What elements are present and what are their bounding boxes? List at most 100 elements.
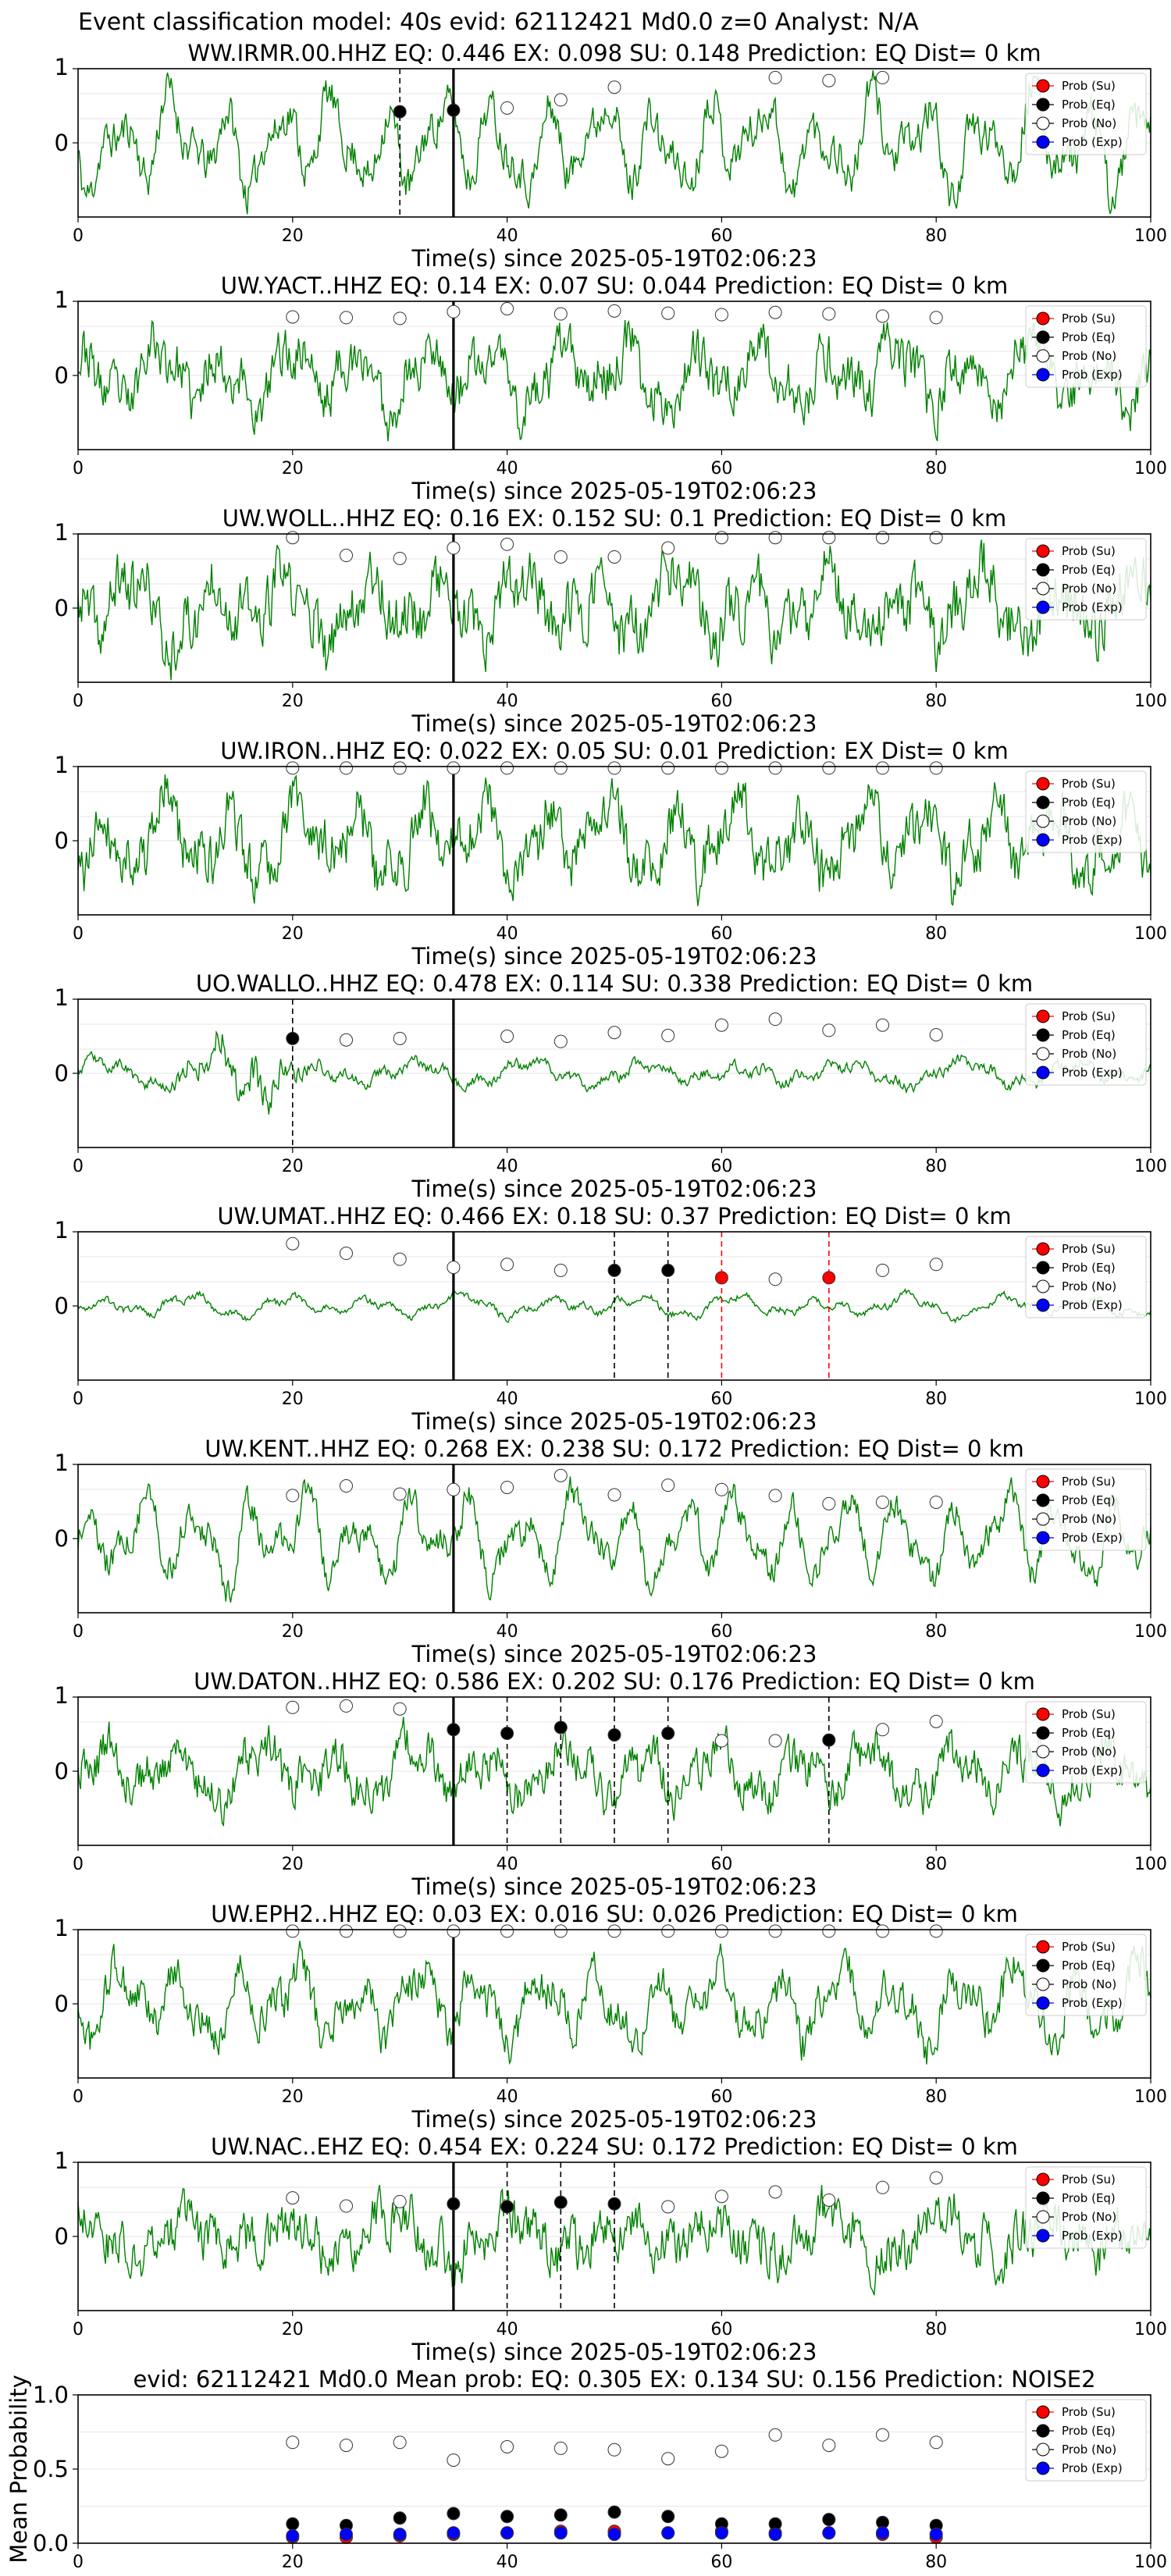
legend: Prob (Su) Prob (Eq) Prob (No) Prob (Exp): [1025, 538, 1147, 621]
probability-marker: [553, 550, 568, 564]
x-tick-label: 100: [1134, 924, 1167, 944]
probability-marker: [607, 1263, 621, 1277]
probability-marker: [876, 531, 889, 545]
x-tick-label: 0: [73, 226, 84, 246]
probability-marker: [500, 1258, 514, 1272]
y-tick-label: 0: [55, 362, 69, 389]
mean-probability-marker: [876, 2428, 889, 2442]
probability-marker: [607, 761, 621, 775]
station-panel: UW.UMAT..HHZ EQ: 0.466 EX: 0.18 SU: 0.37…: [55, 1203, 1167, 1435]
x-tick-label: 40: [497, 2087, 518, 2107]
probability-marker: [286, 1031, 300, 1045]
legend-marker: [1036, 582, 1050, 596]
legend-marker: [1036, 1493, 1050, 1507]
legend-label: Prob (Exp): [1062, 1298, 1123, 1312]
legend-label: Prob (Eq): [1062, 330, 1116, 344]
mean-probability-marker: [607, 2528, 621, 2542]
legend-label: Prob (No): [1062, 2210, 1116, 2224]
probability-marker: [340, 1699, 353, 1713]
x-tick-label: 20: [282, 692, 304, 711]
probability-marker: [876, 1495, 889, 1509]
legend-label: Prob (No): [1062, 2443, 1116, 2457]
legend-label: Prob (Exp): [1062, 1996, 1123, 2010]
probability-marker: [500, 2200, 514, 2214]
y-tick-label: 0: [55, 1758, 69, 1784]
legend-marker: [1036, 330, 1050, 344]
legend-label: Prob (Su): [1062, 1475, 1116, 1489]
station-panel: UW.DATON..HHZ EQ: 0.586 EX: 0.202 SU: 0.…: [55, 1668, 1167, 1900]
legend-marker: [1036, 1475, 1050, 1489]
mean-probability-marker: [714, 2526, 728, 2540]
x-tick-label: 40: [497, 2320, 518, 2339]
legend-frame: [1025, 73, 1147, 155]
mean-probability-marker: [500, 2510, 514, 2524]
legend-marker: [1036, 1298, 1050, 1312]
x-tick-label: 80: [925, 2087, 947, 2107]
x-tick-label: 80: [925, 1855, 947, 1874]
probability-marker: [553, 1034, 568, 1048]
legend-label: Prob (No): [1062, 1745, 1116, 1759]
legend-marker: [1036, 1763, 1050, 1777]
x-tick-label: 100: [1134, 692, 1167, 711]
legend-frame: [1025, 2166, 1147, 2249]
panel-title: UW.IRON..HHZ EQ: 0.022 EX: 0.05 SU: 0.01…: [220, 738, 1008, 764]
probability-marker: [822, 1023, 836, 1037]
waveform-trace: [77, 69, 1151, 215]
mean-probability-marker: [340, 2439, 353, 2453]
legend-label: Prob (Eq): [1062, 98, 1116, 112]
legend-label: Prob (Exp): [1062, 368, 1123, 382]
mean-probability-marker: [929, 2435, 943, 2450]
legend-marker: [1036, 563, 1050, 577]
legend-marker: [1036, 1531, 1050, 1545]
legend-frame: [1025, 1934, 1147, 2016]
x-tick-label: 80: [925, 459, 947, 479]
probability-marker: [500, 1924, 514, 1938]
mean-probability-marker: [500, 2526, 514, 2540]
legend-marker: [1036, 2191, 1050, 2205]
legend-label: Prob (Su): [1062, 2172, 1116, 2186]
legend-marker: [1036, 1512, 1050, 1526]
y-tick-label: 1: [55, 984, 69, 1011]
y-tick-label: 1: [55, 1450, 69, 1476]
legend-frame: [1025, 1701, 1147, 1784]
legend-marker: [1036, 1745, 1050, 1759]
x-tick-label: 40: [497, 1157, 518, 1176]
x-tick-label: 100: [1134, 1855, 1167, 1874]
probability-marker: [286, 310, 300, 324]
probability-marker: [340, 761, 353, 775]
legend-label: Prob (No): [1062, 349, 1116, 363]
x-tick-label: 0: [73, 1855, 84, 1874]
x-tick-label: 100: [1134, 2320, 1167, 2339]
x-tick-label: 80: [925, 1157, 947, 1176]
mean-probability-marker: [822, 2513, 836, 2527]
probability-marker: [929, 1714, 943, 1728]
probability-marker: [393, 1487, 407, 1501]
x-tick-label: 60: [710, 2320, 732, 2339]
legend-label: Prob (No): [1062, 1512, 1116, 1526]
probability-marker: [500, 1030, 514, 1043]
legend-label: Prob (Eq): [1062, 1959, 1116, 1973]
station-panel: UW.KENT..HHZ EQ: 0.268 EX: 0.238 SU: 0.1…: [55, 1436, 1167, 1667]
legend-frame: [1025, 1003, 1147, 1086]
x-tick-label: 80: [925, 924, 947, 944]
x-tick-label: 40: [497, 1622, 518, 1642]
probability-marker: [714, 308, 728, 322]
legend-frame: [1025, 538, 1147, 621]
mean-probability-marker: [714, 2444, 728, 2458]
probability-marker: [447, 1482, 461, 1496]
legend: Prob (Su) Prob (Eq) Prob (No) Prob (Exp): [1025, 1003, 1147, 1086]
probability-marker: [768, 1924, 782, 1938]
probability-marker: [929, 1258, 943, 1272]
probability-marker: [822, 1733, 836, 1747]
probability-marker: [553, 1263, 568, 1277]
probability-marker: [553, 761, 568, 775]
x-tick-label: 20: [282, 924, 304, 944]
probability-marker: [286, 1924, 300, 1938]
legend-label: Prob (No): [1062, 814, 1116, 828]
probability-marker: [714, 2190, 728, 2204]
x-tick-label: 60: [710, 924, 732, 944]
mean-probability-marker: [607, 2505, 621, 2519]
legend-label: Prob (Exp): [1062, 135, 1123, 149]
x-tick-label: 80: [925, 226, 947, 246]
probability-marker: [768, 1489, 782, 1503]
